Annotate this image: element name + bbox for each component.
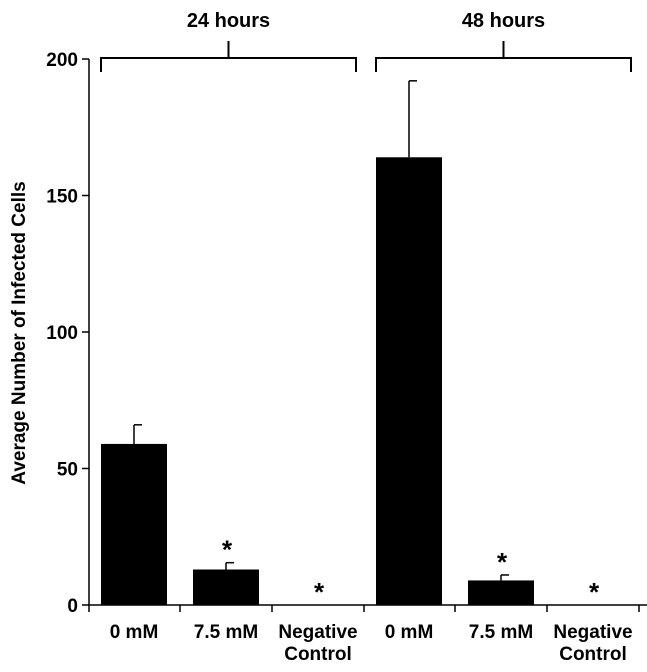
category-label: 0 mM bbox=[110, 622, 159, 643]
category-label: 7.5 mM bbox=[194, 622, 258, 643]
significance-star: * bbox=[497, 547, 508, 577]
y-tick-label: 150 bbox=[46, 187, 78, 208]
y-axis-label: Average Number of Infected Cells bbox=[9, 181, 30, 484]
x-axis bbox=[88, 604, 647, 612]
group-label: 48 hours bbox=[462, 10, 545, 32]
error-bars bbox=[133, 80, 509, 581]
category-label: 0 mM bbox=[385, 622, 434, 643]
bar bbox=[101, 443, 167, 605]
group-bracket bbox=[375, 57, 632, 72]
category-label: Negative Control bbox=[278, 622, 357, 665]
significance-star: * bbox=[589, 577, 600, 607]
group-brackets: 24 hours 48 hours bbox=[100, 10, 632, 72]
significance-star: * bbox=[222, 535, 233, 565]
y-tick-label: 0 bbox=[67, 596, 78, 617]
bars bbox=[101, 157, 534, 605]
bar bbox=[376, 157, 442, 605]
y-tick-label: 100 bbox=[46, 323, 78, 344]
bar bbox=[193, 569, 259, 605]
significance-star: * bbox=[314, 577, 325, 607]
bar bbox=[468, 580, 534, 605]
y-tick-label: 50 bbox=[57, 460, 78, 481]
group-label: 24 hours bbox=[187, 10, 270, 32]
group-bracket bbox=[100, 57, 357, 72]
category-label: Negative Control bbox=[553, 622, 632, 665]
category-label: 7.5 mM bbox=[469, 622, 533, 643]
y-axis: 0 50 100 150 200 bbox=[46, 50, 90, 617]
category-labels: 0 mM 7.5 mM Negative Control 0 mM 7.5 mM Negat… bbox=[110, 622, 633, 665]
significance-markers: * * * * bbox=[222, 535, 600, 607]
y-tick-label: 200 bbox=[46, 50, 78, 71]
